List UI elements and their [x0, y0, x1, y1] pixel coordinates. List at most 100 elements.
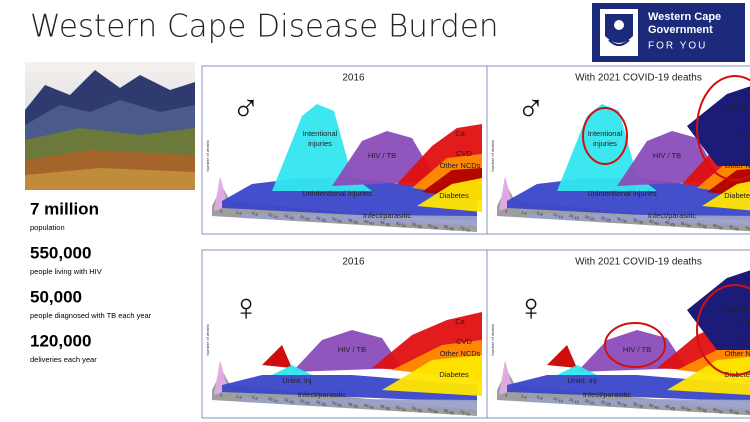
area-label: CVD [456, 149, 472, 158]
highlight-circle [696, 75, 750, 181]
age-label: 0 [504, 208, 509, 214]
stat-label: people living with HIV [30, 267, 102, 276]
age-label: 0 [504, 392, 509, 398]
area-label: COVID-19 [725, 103, 750, 112]
panel-title: With 2021 COVID-19 deaths [575, 257, 702, 268]
area-label: Diabetes [724, 191, 750, 200]
covid-layer [687, 86, 750, 166]
age-label: 15-19 [283, 213, 295, 221]
area-label: Other NCDs [725, 161, 750, 170]
age-label: 25-29 [315, 399, 327, 407]
chart-panel: 2016 ♀ Number of deaths 0 1-4 5-9 10-14 15-19 20… [201, 249, 488, 419]
stat-label: deliveries each year [30, 355, 97, 364]
area-layer [527, 398, 750, 410]
panel-title: 2016 [342, 73, 365, 84]
logo: Western Cape Government FOR YOU [592, 3, 745, 62]
age-label: 5-9 [251, 210, 259, 217]
age-label: 55-59 [696, 221, 708, 229]
highlight-circle [582, 107, 628, 165]
area-label: Unint. inj [282, 376, 312, 385]
area-label: HIV / TB [338, 345, 366, 354]
area-label: Ca [455, 317, 465, 326]
age-label: 15-19 [568, 213, 580, 221]
y-axis-label: Number of deaths [205, 140, 210, 172]
age-label: 70-74 [744, 409, 750, 417]
age-label: 70-74 [744, 225, 750, 233]
area-label: CVD [741, 337, 750, 346]
age-label: 40-44 [648, 402, 660, 410]
area-label: Other NCDs [725, 349, 750, 358]
area-label: Unint. inj [567, 376, 597, 385]
age-label: 35-39 [632, 217, 644, 225]
age-label: 5-9 [536, 394, 544, 401]
logo-text: FOR YOU [648, 41, 707, 52]
age-label: 35-39 [347, 217, 359, 225]
age-label: 45-49 [379, 219, 391, 227]
highlight-circle [696, 284, 750, 376]
panel-title: 2016 [342, 257, 365, 268]
age-label: 40-44 [363, 218, 375, 226]
age-label: 60-64 [427, 223, 439, 231]
sex-symbol: ♂ [232, 88, 261, 130]
chart-panel: With 2021 COVID-19 deaths ♀ Number of deat… [486, 249, 750, 419]
age-label: 50-54 [395, 404, 407, 412]
age-label: 35-39 [632, 401, 644, 409]
age-label: 1-4 [235, 393, 243, 400]
age-label: 30-34 [331, 216, 343, 224]
age-label: 40-44 [648, 218, 660, 226]
age-label: 55-59 [411, 221, 423, 229]
area-layer [577, 330, 687, 372]
sex-symbol: ♂ [517, 88, 546, 130]
age-label: 50-54 [395, 220, 407, 228]
y-axis-label: Number of deaths [205, 324, 210, 356]
area-layer [292, 330, 402, 372]
area-layer [382, 355, 482, 396]
age-label: 40-44 [363, 402, 375, 410]
area-label: injuries [308, 139, 332, 148]
stat-label: population [30, 223, 65, 232]
area-label: Infect/parasitic [648, 211, 697, 220]
age-label: 20-24 [584, 214, 596, 222]
age-label: 35-39 [347, 401, 359, 409]
chart-panel: 2016 ♂ Number of deaths 0 1-4 5-9 10-14 15-19 20… [201, 65, 488, 235]
age-label: 5-9 [536, 210, 544, 217]
slide-title: Western Cape Disease Burden [30, 9, 499, 45]
area-layer [702, 181, 750, 211]
age-label: 15-19 [283, 397, 295, 405]
stat-value: 7 million [30, 199, 99, 218]
area-label: HIV / TB [653, 151, 681, 160]
stat-value: 120,000 [30, 331, 91, 350]
age-label: 1-4 [520, 393, 528, 400]
age-label: 70-74 [459, 409, 471, 417]
area-label: Infect/parasitic [298, 390, 347, 399]
area-label: Ca [740, 129, 750, 138]
age-label: 60-64 [712, 407, 724, 415]
age-label: 65-69 [443, 408, 455, 416]
area-label: Ca [740, 317, 750, 326]
age-label: 20-24 [584, 398, 596, 406]
area-label: Other NCDs [440, 349, 481, 358]
area-label: Infect/parasitic [583, 390, 632, 399]
age-label: 25-29 [600, 399, 612, 407]
age-label: 30-34 [616, 400, 628, 408]
stat-value: 550,000 [30, 243, 91, 262]
age-label: 50-54 [680, 404, 692, 412]
age-label: 20-24 [299, 398, 311, 406]
age-label: 30-34 [331, 400, 343, 408]
highlight-circle [604, 322, 666, 368]
area-label: CVD [456, 337, 472, 346]
stat-label: people diagnosed with TB each year [30, 311, 152, 320]
age-label: 10-14 [267, 212, 279, 220]
area-label: Diabetes [439, 191, 469, 200]
area-layer [242, 398, 477, 410]
area-label: HIV / TB [623, 345, 651, 354]
area-label: injuries [593, 139, 617, 148]
area-layer [262, 345, 292, 368]
age-label: 0 [219, 208, 224, 214]
age-label: 45-49 [664, 403, 676, 411]
area-label: Unintentional injuries [302, 189, 372, 198]
sex-symbol: ♀ [517, 287, 546, 329]
y-axis-label: Number of deaths [490, 140, 495, 172]
area-label: Unintentional injuries [587, 189, 657, 198]
